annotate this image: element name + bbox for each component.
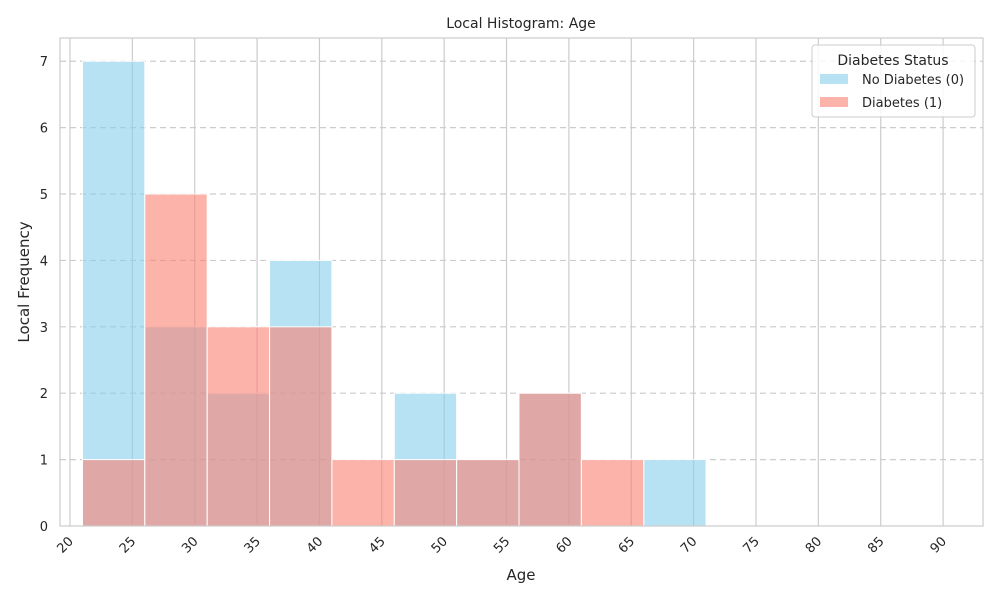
x-tick-label: 40 [304,534,326,556]
bars [81,60,707,527]
bar-diabetes [81,459,146,527]
x-tick-label: 55 [491,534,513,556]
y-tick-label: 7 [40,55,48,70]
x-tick-label: 50 [429,534,451,556]
bar-diabetes [206,326,271,527]
y-tick-label: 6 [40,122,48,137]
x-tick-label: 80 [803,534,825,556]
legend: Diabetes Status No Diabetes (0) Diabetes… [811,44,976,118]
bar-diabetes [580,459,645,527]
bar-diabetes [144,193,208,527]
legend-label-diabetes: Diabetes (1) [862,96,942,111]
x-tick-label: 45 [366,534,388,556]
legend-box [811,44,976,118]
y-axis-label: Local Frequency [15,221,33,342]
x-axis-label: Age [506,566,535,584]
x-tick-label: 70 [678,534,700,556]
legend-title: Diabetes Status [837,53,948,69]
legend-swatch-no-diabetes [820,74,848,84]
legend-swatch-diabetes [820,97,848,107]
y-tick-label: 4 [40,254,48,269]
bar-diabetes [269,326,333,527]
y-tick-label: 1 [40,454,48,469]
y-tick-label: 5 [40,188,48,203]
plot-frame [59,37,984,527]
bar-diabetes [518,392,582,527]
bar-no-diabetes [643,459,707,527]
y-tick-label: 2 [40,387,48,402]
y-tick-label: 0 [40,520,48,535]
x-tick-label: 25 [117,534,139,556]
bar-no-diabetes [81,60,146,527]
x-tick-label: 35 [242,534,264,556]
x-tick-label: 75 [741,534,763,556]
x-tick-label: 65 [616,534,638,556]
bar-diabetes [393,459,458,527]
bar-diabetes [456,459,520,527]
legend-label-no-diabetes: No Diabetes (0) [862,73,964,88]
x-tick-label: 60 [553,534,575,556]
y-tick-label: 3 [40,321,48,336]
chart-title: Local Histogram: Age [446,16,596,32]
bar-diabetes [331,459,395,527]
y-tick-labels: 0 1 2 3 4 5 6 7 [40,55,48,535]
x-tick-label: 85 [865,534,887,556]
x-tick-labels: 20 25 30 35 40 45 50 55 60 65 70 75 80 85 90 [54,534,949,556]
x-tick-label: 90 [928,534,950,556]
x-tick-label: 20 [54,534,76,556]
x-tick-label: 30 [179,534,201,556]
